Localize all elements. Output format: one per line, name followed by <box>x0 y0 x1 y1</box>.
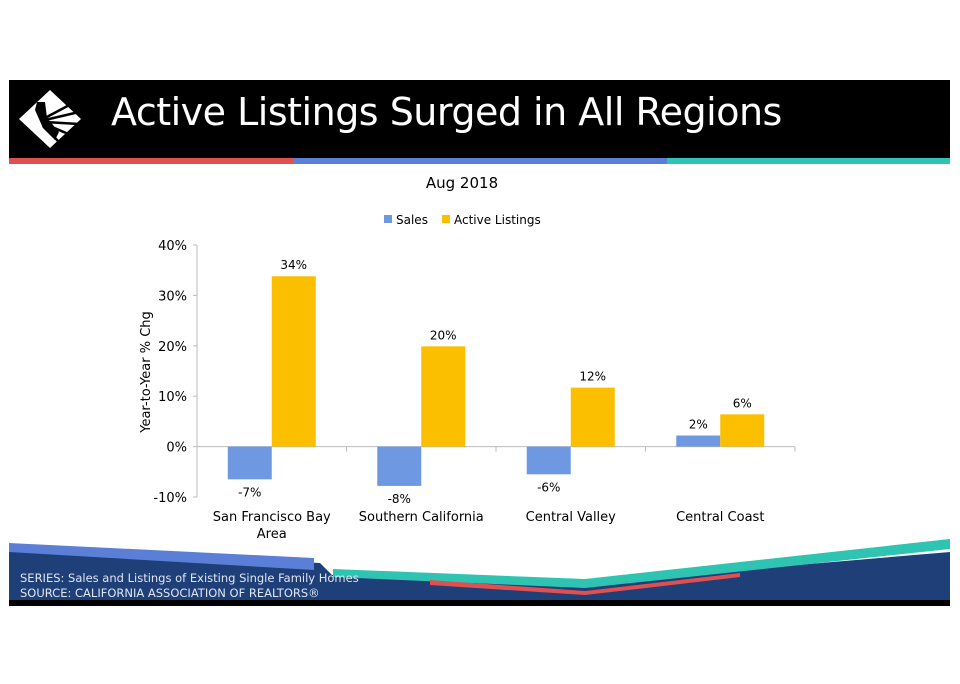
bar-sales <box>526 446 571 475</box>
y-tick-label: 30% <box>158 289 187 304</box>
teal-stripe <box>667 158 950 164</box>
y-axis-label: Year-to-Year % Chg <box>139 311 154 434</box>
y-tick-label: 10% <box>158 390 187 405</box>
x-tick-label: Southern California <box>359 510 484 525</box>
data-label: 34% <box>280 258 307 272</box>
x-tick-label: Central Valley <box>526 510 617 525</box>
y-tick-label: 20% <box>158 340 187 355</box>
legend-swatch-sales <box>384 215 392 223</box>
data-label: 20% <box>430 328 457 342</box>
bar-active-listings <box>570 387 615 447</box>
slide: Active Listings Surged in All Regions <box>9 80 950 606</box>
chart-title: Aug 2018 <box>426 174 498 192</box>
header-bar: Active Listings Surged in All Regions <box>9 80 950 158</box>
bar-active-listings <box>720 414 765 447</box>
footer-source-text: SOURCE: CALIFORNIA ASSOCIATION OF REALTO… <box>20 586 320 600</box>
footer-teal-ribbon <box>333 539 950 588</box>
legend-label-listings: Active Listings <box>454 213 541 227</box>
car-logo-icon <box>19 90 81 148</box>
bar-sales <box>377 446 422 486</box>
data-label: -6% <box>537 480 560 494</box>
y-tick-label: 0% <box>166 441 187 456</box>
x-tick-label: Central Coast <box>676 510 764 525</box>
slide-title: Active Listings Surged in All Regions <box>111 90 782 134</box>
bar-active-listings <box>421 346 466 447</box>
data-label: 6% <box>733 396 752 410</box>
footer-red-ribbon <box>430 573 740 595</box>
data-label: -8% <box>388 492 411 506</box>
legend-swatch-listings <box>442 215 450 223</box>
data-label: 12% <box>579 370 606 384</box>
footer-black-bar <box>9 600 950 606</box>
data-label: 2% <box>689 418 708 432</box>
footer-blue-ribbon <box>9 543 314 570</box>
y-tick-label: 40% <box>158 239 187 254</box>
data-label: -7% <box>238 485 261 499</box>
blue-stripe <box>293 158 667 164</box>
bar-active-listings <box>271 276 316 447</box>
footer-series-text: SERIES: Sales and Listings of Existing S… <box>20 571 359 585</box>
x-tick-label: Area <box>257 527 287 542</box>
y-tick-label: -10% <box>153 491 187 506</box>
legend: Sales Active Listings <box>384 213 541 227</box>
legend-label-sales: Sales <box>396 213 428 227</box>
red-stripe <box>9 158 293 164</box>
bar-sales <box>227 446 272 480</box>
x-tick-label: San Francisco Bay <box>213 510 331 525</box>
bar-sales <box>676 435 721 447</box>
